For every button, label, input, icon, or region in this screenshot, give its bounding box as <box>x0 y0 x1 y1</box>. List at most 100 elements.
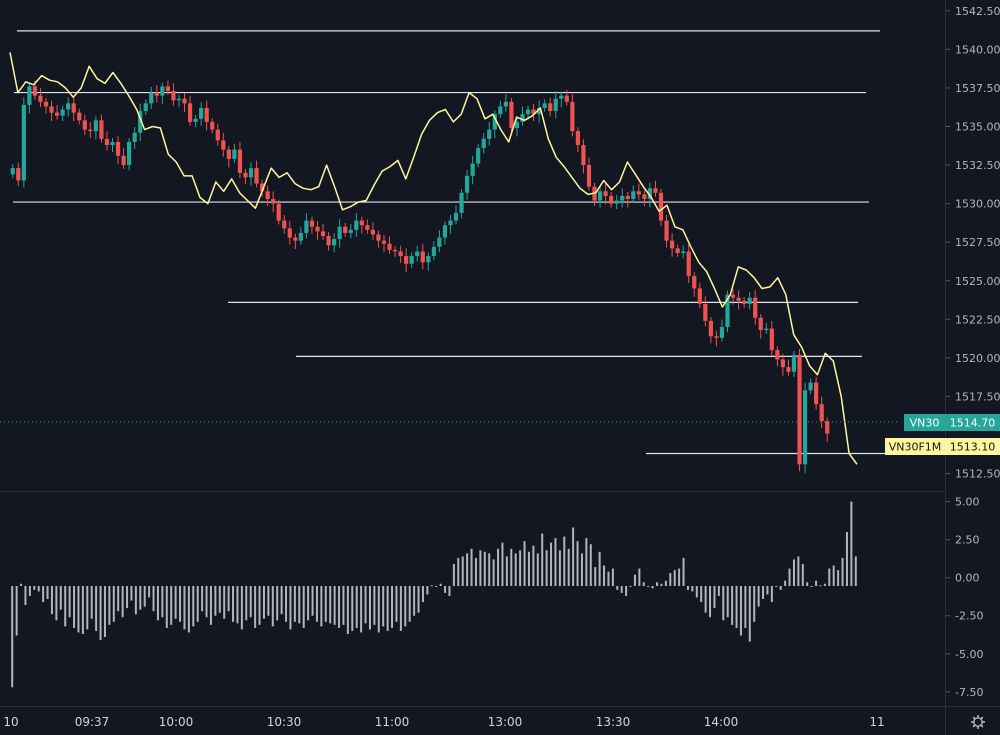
time-tick-label: 10 <box>3 715 18 729</box>
histogram-bar <box>329 586 332 624</box>
histogram-bar <box>205 586 208 618</box>
candle-body <box>32 86 38 96</box>
histogram-bar <box>315 586 318 622</box>
candle-body <box>332 239 337 246</box>
candle-body <box>49 106 54 113</box>
histogram-bar <box>523 541 526 586</box>
histogram-tick-label: 0.00 <box>955 572 980 585</box>
candle-body <box>780 359 786 368</box>
histogram-bar <box>267 586 270 616</box>
candle-body <box>664 220 669 241</box>
badge-vn30-symbol-bg <box>904 414 945 431</box>
histogram-bar <box>567 548 570 586</box>
price-axis[interactable]: 1542.50 1540.00 1537.50 1535.00 1532.50 1530.… <box>945 5 1000 481</box>
price-tick-label: 1522.50 <box>955 313 1000 326</box>
histogram-bar <box>713 586 716 609</box>
histogram-bar <box>541 533 544 586</box>
candle-body <box>88 129 93 132</box>
histogram-bar <box>828 568 831 586</box>
histogram-bar <box>766 586 769 595</box>
candle-body <box>426 256 431 263</box>
histogram-bar <box>183 586 186 630</box>
histogram-bar <box>607 571 610 586</box>
histogram-bar <box>50 586 53 615</box>
candle-body <box>636 191 641 195</box>
candle-body <box>708 320 713 337</box>
histogram-bar <box>413 586 416 616</box>
histogram-bar <box>408 586 411 622</box>
histogram-bar <box>656 582 659 586</box>
histogram-bar <box>510 548 513 586</box>
histogram-bar <box>421 586 424 603</box>
candle-body <box>620 195 625 201</box>
candle-body <box>187 103 193 122</box>
candle-body <box>38 95 43 102</box>
badge-vn30f1m-price: 1513.10 <box>950 441 996 454</box>
candle-body <box>176 98 182 101</box>
histogram-bar <box>647 586 650 587</box>
candle-body <box>437 237 442 247</box>
time-axis[interactable]: 10 09:37 10:00 10:30 11:00 13:00 13:30 14:00 11 <box>3 715 884 729</box>
candle-body <box>548 103 553 112</box>
histogram-axis[interactable]: 5.00 2.50 0.00 -2.50 -5.00 -7.50 <box>945 496 983 699</box>
histogram-bar <box>748 586 751 642</box>
price-tick-label: 1542.50 <box>955 5 1000 18</box>
candle-body <box>753 297 758 318</box>
histogram-bar <box>20 583 23 586</box>
candle-body <box>110 141 115 146</box>
histogram-bar <box>854 556 857 586</box>
candle-body <box>243 172 248 178</box>
histogram-bar <box>240 586 243 630</box>
histogram-bar <box>148 586 151 598</box>
candle-body <box>681 251 686 253</box>
gear-icon[interactable] <box>971 715 985 729</box>
candle-body <box>71 103 76 113</box>
price-tick-label: 1530.00 <box>955 198 1000 211</box>
histogram-bar <box>629 586 632 587</box>
candle-body <box>165 86 171 92</box>
histogram-bar <box>770 586 773 603</box>
price-tick-label: 1527.50 <box>955 236 1000 249</box>
candle-body <box>259 183 265 192</box>
candle-body <box>298 232 303 241</box>
histogram-bar <box>673 570 676 586</box>
candle-body <box>254 168 259 184</box>
histogram-bar <box>126 586 129 609</box>
candle-body <box>221 140 226 150</box>
candle-body <box>182 98 187 104</box>
histogram-bar <box>461 556 464 586</box>
candle-body <box>503 101 508 107</box>
candle-body <box>132 132 137 142</box>
histogram-bar <box>620 586 623 593</box>
candle-body <box>791 354 797 372</box>
candle-body <box>498 106 503 115</box>
candle-body <box>442 225 448 238</box>
histogram-bar <box>351 586 354 631</box>
candle-body <box>248 168 254 178</box>
histogram-bar <box>307 586 310 621</box>
badge-vn30-symbol: VN30 <box>910 417 940 430</box>
candle-body <box>448 220 453 226</box>
histogram-bar <box>726 586 729 618</box>
candle-body <box>825 421 830 434</box>
candle-body <box>487 129 492 139</box>
candle-body <box>764 328 769 331</box>
histogram-bar <box>338 586 341 628</box>
histogram-bar <box>395 586 398 622</box>
histogram-bar <box>209 586 212 625</box>
candle-body <box>742 300 747 304</box>
histogram-bar <box>258 586 261 625</box>
candle-body <box>365 225 370 230</box>
histogram-bar <box>42 586 45 603</box>
candle-body <box>282 220 287 229</box>
histogram-bar <box>223 586 226 619</box>
candle-body <box>354 220 359 230</box>
candle-body <box>66 103 71 110</box>
candle-body <box>99 120 104 139</box>
histogram-bar <box>611 568 614 586</box>
histogram-bar <box>492 559 495 586</box>
histogram-bar <box>744 586 747 628</box>
histogram-bar <box>589 544 592 586</box>
candle-body <box>359 220 364 226</box>
